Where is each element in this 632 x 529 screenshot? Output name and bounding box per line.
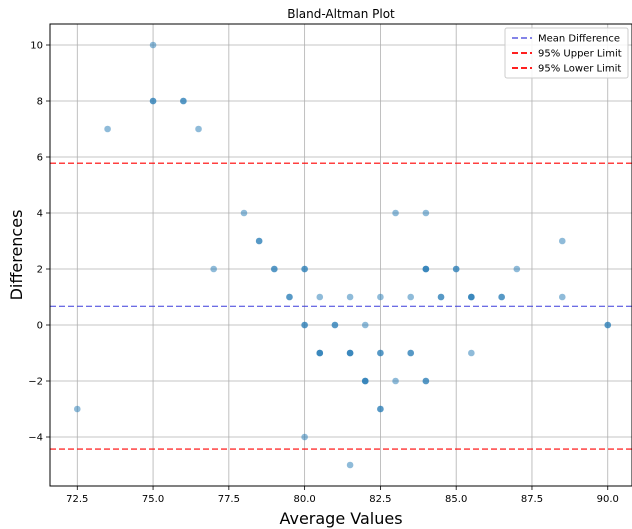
data-point (361, 377, 369, 385)
data-point (407, 349, 415, 357)
y-tick-label: 6 (37, 153, 43, 164)
y-axis-label: Differences (7, 210, 26, 301)
data-point (407, 293, 415, 301)
data-points (73, 41, 612, 469)
x-tick-label: 87.5 (521, 494, 543, 505)
data-point (195, 125, 202, 133)
data-point (316, 349, 324, 357)
data-point (377, 349, 384, 357)
y-tick-label: 10 (30, 41, 43, 52)
chart-title: Bland-Altman Plot (287, 7, 395, 21)
data-point (422, 265, 430, 273)
plot-frame (49, 23, 632, 487)
y-tick-label: −2 (28, 377, 43, 388)
data-point (316, 293, 324, 301)
y-tick-label: 4 (37, 209, 43, 220)
data-point (437, 293, 445, 301)
data-point (361, 321, 369, 329)
data-point (346, 349, 354, 357)
y-tick-label: 0 (37, 321, 43, 332)
data-point (331, 321, 339, 329)
data-point (149, 41, 157, 49)
y-tick-label: −4 (28, 433, 43, 444)
data-point (73, 405, 81, 413)
x-tick-label: 72.5 (66, 494, 88, 505)
data-point (271, 265, 278, 273)
legend-label-lower: 95% Lower Limit (538, 64, 621, 75)
data-point (301, 321, 308, 329)
y-tick-label: 8 (37, 97, 43, 108)
data-point (392, 209, 399, 217)
data-point (286, 293, 293, 301)
data-point (301, 265, 308, 273)
x-tick-label: 85.0 (445, 494, 467, 505)
data-point (149, 97, 157, 105)
reference-lines (50, 162, 632, 450)
x-tick-label: 90.0 (597, 494, 619, 505)
data-point (558, 293, 566, 301)
data-point (604, 321, 612, 329)
data-point (377, 293, 384, 301)
data-point (392, 377, 399, 385)
data-point (513, 265, 521, 273)
data-point (301, 433, 308, 441)
y-tick-label: 2 (37, 265, 43, 276)
data-point (422, 377, 430, 385)
data-point (422, 209, 430, 217)
data-point (255, 237, 263, 245)
x-tick-label: 75.0 (142, 494, 164, 505)
data-point (210, 265, 217, 273)
data-point (240, 209, 248, 217)
data-point (468, 293, 475, 301)
legend: Mean Difference 95% Upper Limit 95% Lowe… (504, 27, 629, 79)
x-tick-label: 82.5 (369, 494, 391, 505)
data-point (104, 125, 111, 133)
x-axis-label: Average Values (279, 509, 402, 528)
data-point (180, 97, 187, 105)
legend-box (504, 27, 629, 79)
x-axis-ticks: 72.5 75.0 77.5 80.0 82.5 85.0 87.5 90.0 (66, 486, 619, 505)
x-tick-label: 80.0 (293, 494, 315, 505)
y-axis-ticks: −4 −2 0 2 4 6 8 10 (28, 41, 50, 444)
data-point (468, 349, 475, 357)
data-point (558, 237, 566, 245)
data-point (346, 293, 354, 301)
grid (50, 24, 632, 486)
legend-label-upper: 95% Upper Limit (538, 49, 622, 60)
data-point (377, 405, 384, 413)
data-point (346, 461, 354, 469)
data-point (498, 293, 505, 301)
legend-label-mean: Mean Difference (538, 34, 620, 45)
x-tick-label: 77.5 (218, 494, 240, 505)
data-point (452, 265, 460, 273)
